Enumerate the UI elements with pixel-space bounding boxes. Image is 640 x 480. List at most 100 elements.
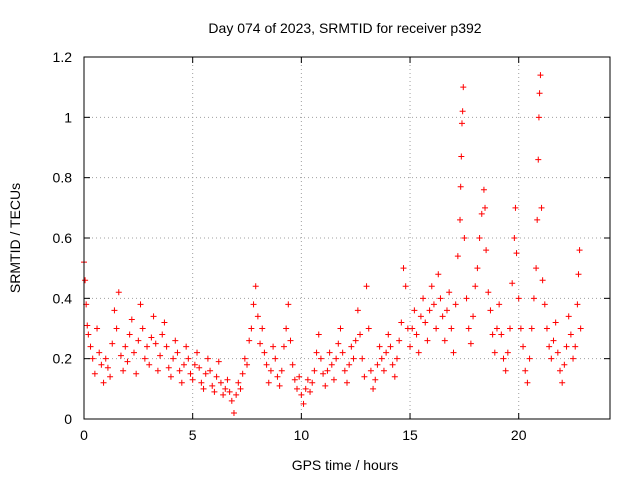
- data-point: [346, 361, 353, 368]
- data-point: [287, 337, 294, 344]
- data-point: [259, 325, 266, 332]
- data-point: [137, 301, 144, 308]
- data-point: [535, 156, 542, 163]
- x-axis-label: GPS time / hours: [292, 457, 399, 473]
- data-point: [165, 364, 172, 371]
- data-point: [572, 343, 579, 350]
- data-point: [178, 379, 185, 386]
- data-point: [335, 340, 342, 347]
- data-point: [233, 391, 240, 398]
- data-point: [512, 204, 519, 211]
- data-point: [528, 325, 535, 332]
- data-point: [459, 108, 466, 115]
- data-point: [389, 361, 396, 368]
- data-point: [172, 337, 179, 344]
- data-point: [133, 370, 140, 377]
- data-point: [130, 349, 137, 356]
- data-point: [367, 367, 374, 374]
- data-point: [85, 331, 92, 338]
- data-point: [376, 343, 383, 350]
- data-point: [113, 325, 120, 332]
- data-point: [272, 355, 279, 362]
- data-point: [480, 186, 487, 193]
- data-point: [115, 289, 122, 296]
- data-point: [365, 325, 372, 332]
- data-point: [411, 307, 418, 314]
- data-point: [313, 349, 320, 356]
- data-point: [460, 84, 467, 91]
- data-point: [157, 352, 164, 359]
- data-point: [109, 340, 116, 347]
- data-point: [500, 355, 507, 362]
- data-point: [270, 343, 277, 350]
- data-point: [498, 331, 505, 338]
- data-point: [565, 313, 572, 320]
- data-point: [550, 337, 557, 344]
- data-point: [337, 325, 344, 332]
- data-point: [522, 367, 529, 374]
- data-point: [161, 319, 168, 326]
- data-point: [567, 331, 574, 338]
- data-point: [320, 370, 327, 377]
- data-point: [439, 313, 446, 320]
- data-point: [185, 355, 192, 362]
- data-point: [524, 379, 531, 386]
- data-point: [520, 343, 527, 350]
- data-point: [122, 343, 129, 350]
- data-point: [546, 343, 553, 350]
- data-point: [548, 355, 555, 362]
- data-point: [104, 364, 111, 371]
- data-point: [283, 325, 290, 332]
- data-point: [322, 382, 329, 389]
- data-point: [278, 367, 285, 374]
- data-point: [298, 391, 305, 398]
- data-point: [204, 355, 211, 362]
- data-point: [202, 370, 209, 377]
- y-tick-label: 0.6: [53, 230, 73, 246]
- data-point: [265, 379, 272, 386]
- data-point: [154, 367, 161, 374]
- data-point: [87, 343, 94, 350]
- data-point: [183, 343, 190, 350]
- data-point: [543, 325, 550, 332]
- data-point: [224, 376, 231, 383]
- data-point: [180, 361, 187, 368]
- data-point: [443, 307, 450, 314]
- data-point: [291, 376, 298, 383]
- data-point: [537, 72, 544, 79]
- data-point: [374, 361, 381, 368]
- data-point: [94, 325, 101, 332]
- data-point: [159, 331, 166, 338]
- y-tick-label: 0: [64, 411, 72, 427]
- data-point: [326, 349, 333, 356]
- data-point: [437, 295, 444, 302]
- data-point: [489, 331, 496, 338]
- data-point: [189, 376, 196, 383]
- data-point: [222, 385, 229, 392]
- data-point: [304, 376, 311, 383]
- data-point: [511, 235, 518, 241]
- data-point: [330, 376, 337, 383]
- data-point: [428, 283, 435, 290]
- data-point: [235, 379, 242, 386]
- data-point: [152, 340, 159, 347]
- data-point: [333, 355, 340, 362]
- data-point: [474, 265, 481, 272]
- data-point: [467, 340, 474, 347]
- data-point: [341, 367, 348, 374]
- data-point: [148, 334, 155, 341]
- x-tick-label: 0: [80, 427, 88, 443]
- data-point: [254, 313, 261, 320]
- data-point: [257, 340, 264, 347]
- data-point: [391, 373, 398, 380]
- data-point: [407, 343, 414, 350]
- data-point: [296, 373, 303, 380]
- data-point: [530, 295, 537, 302]
- data-point: [363, 283, 370, 290]
- data-point: [339, 349, 346, 356]
- grid: [84, 57, 610, 419]
- data-point: [141, 355, 148, 362]
- data-point: [170, 355, 177, 362]
- data-point: [213, 373, 220, 380]
- data-point: [89, 355, 96, 362]
